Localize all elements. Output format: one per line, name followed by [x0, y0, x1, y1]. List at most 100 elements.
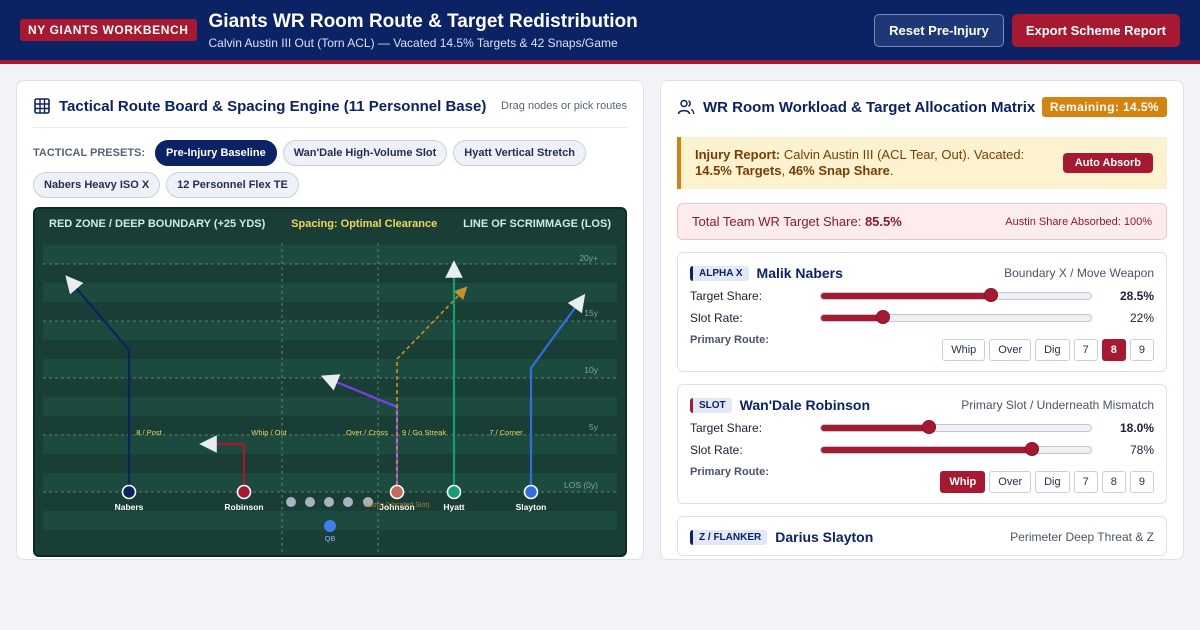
preset-pre-injury-baseline[interactable]: Pre-Injury Baseline — [155, 140, 277, 166]
slider-thumb[interactable] — [1024, 442, 1039, 456]
total-share-bar: Total Team WR Target Share: 85.5% Austin… — [677, 203, 1167, 240]
slider-fill — [821, 315, 884, 321]
slot-rate-row: Slot Rate: 78% — [690, 442, 1154, 457]
field-deep-label: RED ZONE / DEEP BOUNDARY (+25 YDS) — [49, 218, 266, 230]
target-share-value: 18.0% — [1119, 421, 1154, 435]
injury-text: Injury Report: Calvin Austin III (ACL Te… — [695, 147, 1025, 178]
route-button-over[interactable]: Over — [989, 339, 1032, 361]
injury-targets: 14.5% Targets — [695, 163, 782, 178]
tactical-presets: TACTICAL PRESETS: Pre-Injury Baseline Wa… — [17, 128, 643, 198]
target-share-slider[interactable] — [820, 420, 1092, 434]
presets-label: TACTICAL PRESETS: — [33, 147, 146, 159]
brand-badge: NY GIANTS WORKBENCH — [20, 19, 197, 41]
route-austin-ghost — [396, 286, 468, 492]
target-share-value: 28.5% — [1119, 289, 1154, 303]
route-button-7[interactable]: 7 — [1073, 471, 1098, 493]
route-button-over[interactable]: Over — [989, 471, 1032, 493]
route-button-9[interactable]: 9 — [1129, 339, 1154, 361]
route-board-panel: Tactical Route Board & Spacing Engine (1… — [16, 80, 644, 560]
route-button-8[interactable]: 8 — [1101, 471, 1126, 493]
route-board-header: Tactical Route Board & Spacing Engine (1… — [33, 81, 627, 128]
route-button-dig[interactable]: Dig — [1035, 339, 1070, 361]
player-card-robinson: SLOT Wan'Dale Robinson Primary Slot / Un… — [677, 384, 1167, 504]
field-header: RED ZONE / DEEP BOUNDARY (+25 YDS) Spaci… — [35, 209, 625, 239]
primary-route-label: Primary Route: — [690, 466, 769, 478]
yard-label-5: 5y — [589, 422, 599, 432]
route-board-title: Tactical Route Board & Spacing Engine (1… — [59, 97, 487, 115]
slot-rate-value: 22% — [1129, 311, 1154, 325]
route-button-dig[interactable]: Dig — [1035, 471, 1070, 493]
field-stripes — [43, 245, 617, 530]
top-bar: NY GIANTS WORKBENCH Giants WR Room Route… — [0, 0, 1200, 64]
route-picker: Primary Route: Whip Over Dig 7 8 9 — [690, 465, 1154, 493]
route-button-whip[interactable]: Whip — [942, 339, 986, 361]
player-node-johnson[interactable] — [389, 484, 405, 500]
total-share-label: Total Team WR Target Share: — [692, 214, 862, 229]
player-node-nabers[interactable] — [121, 484, 137, 500]
player-card-slayton: Z / FLANKER Darius Slayton Perimeter Dee… — [677, 516, 1167, 556]
player-label-johnson: Johnson — [379, 502, 414, 512]
route-robinson-whip[interactable] — [199, 435, 246, 492]
grid-icon — [34, 98, 50, 114]
yard-lines — [43, 243, 617, 555]
player-label-nabers: Nabers — [115, 502, 144, 512]
route-tag-cross: Over / Cross — [346, 428, 388, 437]
field-canvas[interactable]: 20y+ 15y 10y 5y LOS (0y) 8 / Post Whip /… — [35, 239, 625, 557]
preset-hyatt-vertical-stretch[interactable]: Hyatt Vertical Stretch — [453, 140, 586, 166]
export-scheme-report-button[interactable]: Export Scheme Report — [1011, 13, 1180, 47]
field-los-label: LINE OF SCRIMMAGE (LOS) — [463, 218, 611, 230]
player-label-hyatt: Hyatt — [443, 502, 464, 512]
slider-thumb[interactable] — [922, 420, 936, 434]
route-slayton-corner[interactable] — [529, 293, 586, 492]
yard-label-10: 10y — [584, 365, 598, 375]
target-share-label: Target Share: — [690, 421, 763, 435]
player-node-hyatt[interactable] — [446, 484, 462, 500]
tactical-field[interactable]: RED ZONE / DEEP BOUNDARY (+25 YDS) Spaci… — [33, 207, 627, 557]
card-header: SLOT Wan'Dale Robinson Primary Slot / Un… — [690, 397, 1154, 413]
matrix-header: WR Room Workload & Target Allocation Mat… — [661, 81, 1183, 129]
preset-12-personnel-flex-te[interactable]: 12 Personnel Flex TE — [166, 172, 299, 198]
player-label-robinson: Robinson — [224, 502, 263, 512]
slot-rate-label: Slot Rate: — [690, 311, 743, 325]
yard-label-20: 20y+ — [579, 253, 598, 263]
slider-thumb[interactable] — [984, 288, 999, 302]
slider-thumb[interactable] — [876, 310, 891, 324]
target-share-row: Target Share: 28.5% — [690, 288, 1154, 303]
route-button-7[interactable]: 7 — [1073, 339, 1098, 361]
target-share-slider[interactable] — [820, 288, 1092, 302]
player-name: Wan'Dale Robinson — [739, 397, 871, 413]
auto-absorb-button[interactable]: Auto Absorb — [1062, 153, 1153, 173]
route-button-whip[interactable]: Whip — [940, 471, 986, 493]
slot-rate-slider[interactable] — [820, 442, 1092, 456]
player-role: Perimeter Deep Threat & Z — [1010, 530, 1154, 544]
absorbed-text: Austin Share Absorbed: 100% — [1005, 215, 1152, 228]
injury-snaps: 46% Snap Share — [788, 163, 890, 178]
preset-nabers-heavy-iso-x[interactable]: Nabers Heavy ISO X — [33, 172, 161, 198]
route-board-hint: Drag nodes or pick routes — [501, 100, 627, 112]
slider-fill — [821, 447, 1032, 453]
ghost-austin-label: Austin (Vacated Slot) — [364, 502, 429, 509]
player-node-slayton[interactable] — [523, 484, 539, 500]
route-button-9[interactable]: 9 — [1129, 471, 1154, 493]
position-tag: ALPHA X — [690, 265, 749, 281]
card-header: ALPHA X Malik Nabers Boundary X / Move W… — [690, 265, 1154, 281]
page-subtitle: Calvin Austin III Out (Torn ACL) — Vacat… — [208, 35, 618, 50]
route-nabers-post[interactable] — [65, 275, 131, 492]
total-share-value: 85.5% — [864, 214, 902, 229]
reset-pre-injury-button[interactable]: Reset Pre-Injury — [874, 13, 1004, 47]
preset-wandale-high-volume-slot[interactable]: Wan'Dale High-Volume Slot — [282, 140, 448, 166]
slot-rate-label: Slot Rate: — [690, 443, 743, 457]
qb-node[interactable] — [324, 520, 336, 532]
player-node-robinson[interactable] — [236, 484, 252, 500]
route-tag-whip: Whip / Out — [251, 428, 287, 437]
position-tag: Z / FLANKER — [690, 529, 768, 545]
target-share-row: Target Share: 18.0% — [690, 420, 1154, 435]
target-share-label: Target Share: — [690, 289, 763, 303]
route-tag-post: 8 / Post — [136, 428, 162, 437]
player-name: Darius Slayton — [775, 529, 874, 545]
yard-label-los: LOS (0y) — [564, 480, 598, 490]
route-tag-corner: 7 / Corner — [489, 428, 523, 437]
slot-rate-slider[interactable] — [820, 310, 1092, 324]
route-button-8[interactable]: 8 — [1101, 339, 1126, 361]
qb-label: QB — [325, 534, 336, 543]
